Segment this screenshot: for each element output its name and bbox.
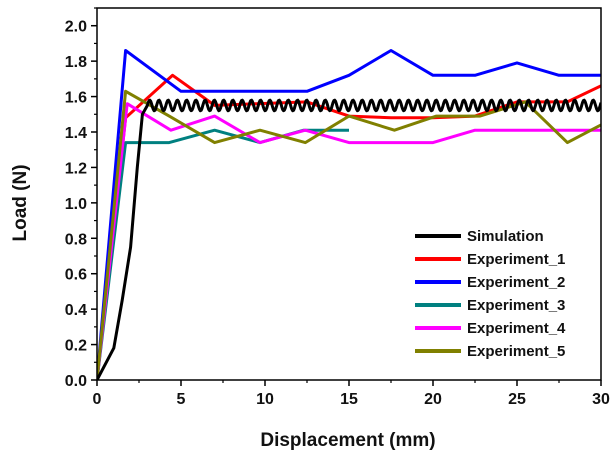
y-tick-label: 1.0	[65, 196, 87, 213]
x-tick-label: 5	[177, 391, 186, 408]
series-line-experiment-2	[97, 49, 601, 380]
x-tick-label: 25	[508, 391, 526, 408]
y-axis-title: Load (N)	[10, 164, 31, 241]
y-tick-label: 0.4	[65, 302, 87, 319]
legend-label-experiment-2: Experiment_2	[467, 274, 565, 291]
x-tick-label: 10	[256, 391, 274, 408]
y-tick-label: 1.8	[65, 54, 87, 71]
series-line-experiment-3	[97, 128, 349, 380]
series-line-simulation	[97, 98, 601, 380]
x-tick-label: 20	[424, 391, 442, 408]
y-tick-label: 1.4	[65, 125, 87, 142]
y-tick-label: 1.6	[65, 90, 87, 107]
x-tick-label: 0	[93, 391, 102, 408]
legend-label-experiment-1: Experiment_1	[467, 251, 565, 268]
y-tick-label: 0.2	[65, 338, 87, 355]
y-tick-label: 0.8	[65, 231, 87, 248]
legend-label-experiment-5: Experiment_5	[467, 343, 565, 360]
legend: Simulation Experiment_1 Experiment_2 Experi…	[415, 228, 566, 360]
series-line-experiment-5	[97, 89, 601, 380]
legend-label-simulation: Simulation	[467, 228, 544, 245]
y-tick-label: 1.2	[65, 160, 87, 177]
series-layer	[97, 49, 601, 380]
y-tick-label: 2.0	[65, 19, 87, 36]
legend-label-experiment-4: Experiment_4	[467, 320, 566, 337]
x-tick-label: 30	[592, 391, 610, 408]
y-tick-label: 0.0	[65, 373, 87, 390]
x-tick-label: 15	[340, 391, 358, 408]
y-tick-label: 0.6	[65, 267, 87, 284]
axes-layer: 0 5 10 15 20 25 30 0.0 0.2 0.4 0.6 0.8 1.0 1.2 1.4 1.6 1…	[65, 7, 610, 408]
series-line-experiment-4	[97, 102, 601, 380]
x-axis-title: Displacement (mm)	[260, 430, 435, 451]
legend-label-experiment-3: Experiment_3	[467, 297, 565, 314]
